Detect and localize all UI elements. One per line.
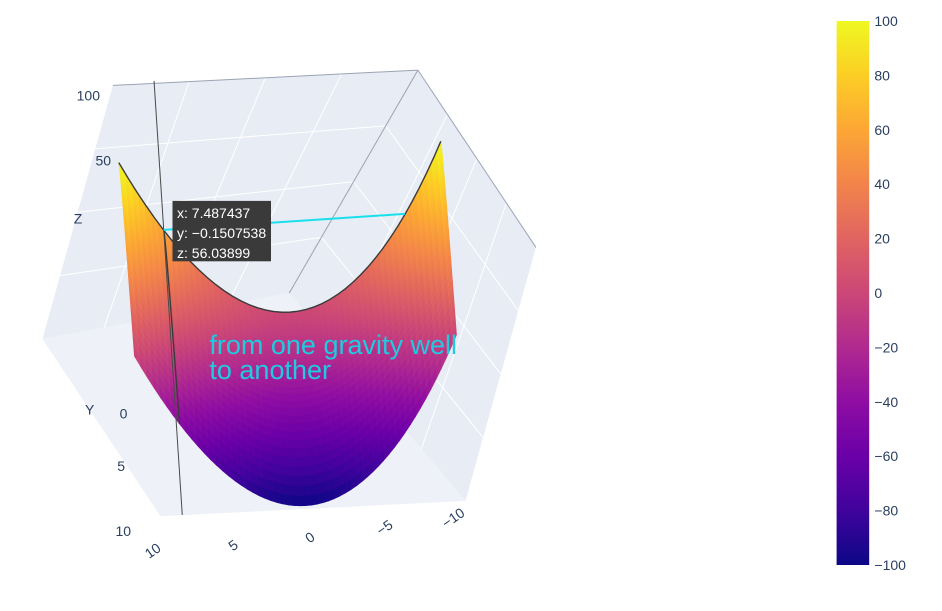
svg-text:40: 40 <box>874 176 890 192</box>
svg-text:−100: −100 <box>874 557 906 573</box>
svg-text:10: 10 <box>116 523 132 539</box>
svg-text:10: 10 <box>142 539 164 561</box>
svg-text:0: 0 <box>874 285 882 301</box>
svg-text:z: 56.03899: z: 56.03899 <box>177 245 250 261</box>
svg-text:y: −0.1507538: y: −0.1507538 <box>177 225 266 241</box>
svg-text:−10: −10 <box>439 504 468 531</box>
svg-text:0: 0 <box>302 528 318 546</box>
svg-text:Y: Y <box>85 402 95 418</box>
svg-text:to another: to another <box>209 355 331 385</box>
svg-text:−20: −20 <box>874 339 898 355</box>
svg-text:5: 5 <box>225 536 241 554</box>
svg-text:0: 0 <box>120 405 128 421</box>
svg-text:50: 50 <box>96 152 112 168</box>
svg-text:−80: −80 <box>874 503 898 519</box>
svg-text:−60: −60 <box>874 448 898 464</box>
svg-text:80: 80 <box>874 67 890 83</box>
svg-text:−40: −40 <box>874 394 898 410</box>
svg-text:5: 5 <box>117 458 125 474</box>
svg-text:x: 7.487437: x: 7.487437 <box>177 205 250 221</box>
svg-text:Z: Z <box>74 210 83 226</box>
svg-text:20: 20 <box>874 231 890 247</box>
svg-text:100: 100 <box>874 13 898 29</box>
svg-text:60: 60 <box>874 122 890 138</box>
svg-text:100: 100 <box>77 87 101 103</box>
svg-text:−5: −5 <box>373 516 395 538</box>
